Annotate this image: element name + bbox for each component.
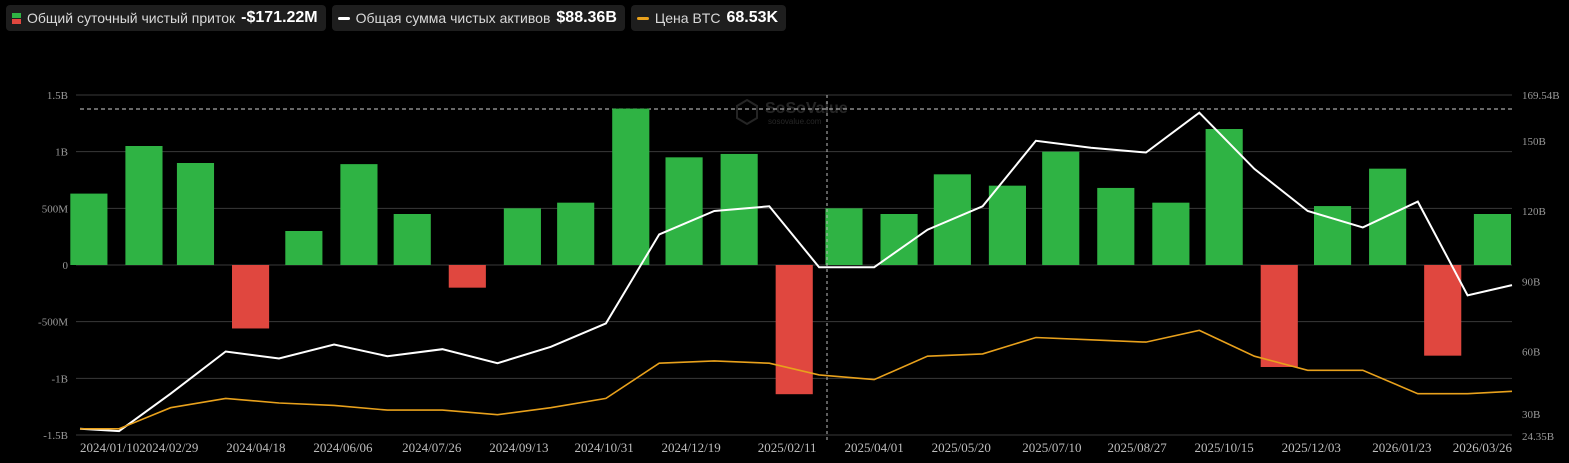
x-tick-label: 2025/08/27 xyxy=(1108,440,1168,455)
x-tick-label: 2025/02/11 xyxy=(758,440,817,455)
right-tick-label: 150B xyxy=(1522,136,1546,148)
watermark: SoSoValue sosovalue.com xyxy=(736,98,848,126)
x-tick-label: 2024/10/31 xyxy=(575,440,634,455)
left-tick-label: -1.5B xyxy=(43,430,68,442)
x-tick-label: 2024/07/26 xyxy=(402,440,462,455)
right-tick-label: 169.54B xyxy=(1522,90,1560,102)
x-tick-label: 2026/01/23 xyxy=(1372,440,1431,455)
right-tick-label: 120B xyxy=(1522,206,1546,218)
left-tick-label: 0 xyxy=(63,260,69,272)
left-tick-label: 500M xyxy=(42,203,69,215)
legend-value: 68.53K xyxy=(726,9,779,26)
flow-bar xyxy=(1042,151,1080,265)
flow-bar xyxy=(1260,265,1298,367)
flow-bar xyxy=(176,163,215,265)
x-tick-label: 2024/01/10 xyxy=(80,440,139,455)
legend-value: -$171.22M xyxy=(241,9,318,26)
legend-label: Общий суточный чистый приток xyxy=(27,10,236,26)
btc-price-line xyxy=(80,329,1513,430)
x-tick-label: 2025/10/15 xyxy=(1195,440,1254,455)
x-tick-label: 2024/04/18 xyxy=(226,440,285,455)
watermark-site: sosovalue.com xyxy=(768,117,822,126)
watermark-brand: SoSoValue xyxy=(765,100,848,117)
net-assets-line xyxy=(79,111,1513,433)
x-tick-label: 2024/12/19 xyxy=(662,440,721,455)
flow-bar xyxy=(70,193,108,265)
flow-bar xyxy=(665,157,703,265)
flow-bar xyxy=(125,146,163,265)
x-tick-label: 2025/12/03 xyxy=(1282,440,1341,455)
flow-bar xyxy=(448,265,486,288)
legend-label: Общая сумма чистых активов xyxy=(355,10,551,26)
flow-bar xyxy=(612,108,650,265)
left-tick-label: -1B xyxy=(52,373,69,385)
watermark-logo-icon xyxy=(736,98,758,126)
white-line-swatch-icon xyxy=(337,16,350,20)
daily-flow-bars xyxy=(70,108,1512,395)
right-tick-label: 30B xyxy=(1522,409,1540,421)
x-tick-label: 2026/03/26 xyxy=(1453,440,1513,455)
flow-bar xyxy=(775,265,813,395)
flow-bar xyxy=(1424,265,1462,356)
flow-bar xyxy=(988,185,1026,265)
left-tick-label: -500M xyxy=(38,317,68,329)
flow-bar xyxy=(340,164,378,265)
right-tick-label: 90B xyxy=(1522,276,1540,288)
x-tick-label: 2024/06/06 xyxy=(313,440,373,455)
flow-bar xyxy=(393,214,431,265)
right-axis: 169.54B 150B 120B 90B 60B 30B 24.35B xyxy=(1522,90,1560,443)
x-axis: 2024/01/10 2024/02/29 2024/04/18 2024/06/06… xyxy=(80,440,1512,455)
flow-bar xyxy=(1205,129,1243,265)
legend-label: Цена BTC xyxy=(654,10,721,26)
legend-item-net-assets[interactable]: Общая сумма чистых активов $88.36B xyxy=(331,5,625,31)
flow-bar xyxy=(503,208,541,265)
flow-bar xyxy=(880,214,918,265)
right-tick-label: 24.35B xyxy=(1522,431,1554,443)
flow-bar xyxy=(1313,206,1352,265)
inflow-outflow-swatch-icon xyxy=(12,12,21,24)
flow-bar xyxy=(1473,214,1512,265)
flow-bar xyxy=(557,202,595,265)
right-tick-label: 60B xyxy=(1522,347,1540,359)
x-tick-label: 2025/07/10 xyxy=(1022,440,1081,455)
flow-bar xyxy=(825,208,863,265)
left-tick-label: 1.5B xyxy=(47,90,68,102)
legend-value: $88.36B xyxy=(556,9,617,26)
left-axis: 1.5B 1B 500M 0 -500M -1B -1.5B xyxy=(38,90,68,442)
flow-bar xyxy=(231,265,270,329)
legend: Общий суточный чистый приток -$171.22M О… xyxy=(6,5,787,31)
x-tick-label: 2025/04/01 xyxy=(845,440,904,455)
left-tick-label: 1B xyxy=(55,147,68,159)
orange-line-swatch-icon xyxy=(636,16,649,20)
flow-bar xyxy=(1152,202,1190,265)
legend-item-btc-price[interactable]: Цена BTC 68.53K xyxy=(630,5,787,31)
x-tick-label: 2024/09/13 xyxy=(489,440,548,455)
flow-bar xyxy=(1097,187,1135,265)
x-tick-label: 2025/05/20 xyxy=(932,440,991,455)
legend-item-net-inflow[interactable]: Общий суточный чистый приток -$171.22M xyxy=(6,5,326,31)
x-tick-label: 2024/02/29 xyxy=(139,440,198,455)
flow-bar xyxy=(285,231,323,265)
